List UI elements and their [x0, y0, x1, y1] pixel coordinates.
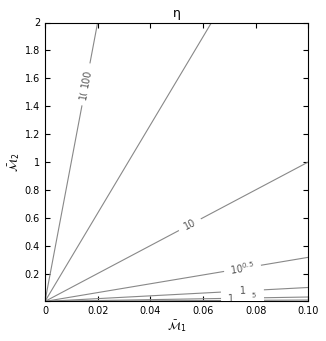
Text: 0.1: 0.1	[235, 295, 250, 306]
Text: 10$^{-0.5}$: 10$^{-0.5}$	[227, 291, 258, 305]
Text: 10: 10	[182, 218, 198, 232]
Text: 100: 100	[81, 69, 94, 89]
Title: η: η	[173, 7, 181, 20]
Text: 10$^{0.5}$: 10$^{0.5}$	[229, 260, 256, 277]
Y-axis label: $\bar{\mathcal{M}}_2$: $\bar{\mathcal{M}}_2$	[7, 152, 22, 172]
Text: 1: 1	[239, 286, 246, 296]
X-axis label: $\bar{\mathcal{M}}_1$: $\bar{\mathcal{M}}_1$	[167, 319, 186, 334]
Text: 100: 100	[78, 80, 92, 100]
